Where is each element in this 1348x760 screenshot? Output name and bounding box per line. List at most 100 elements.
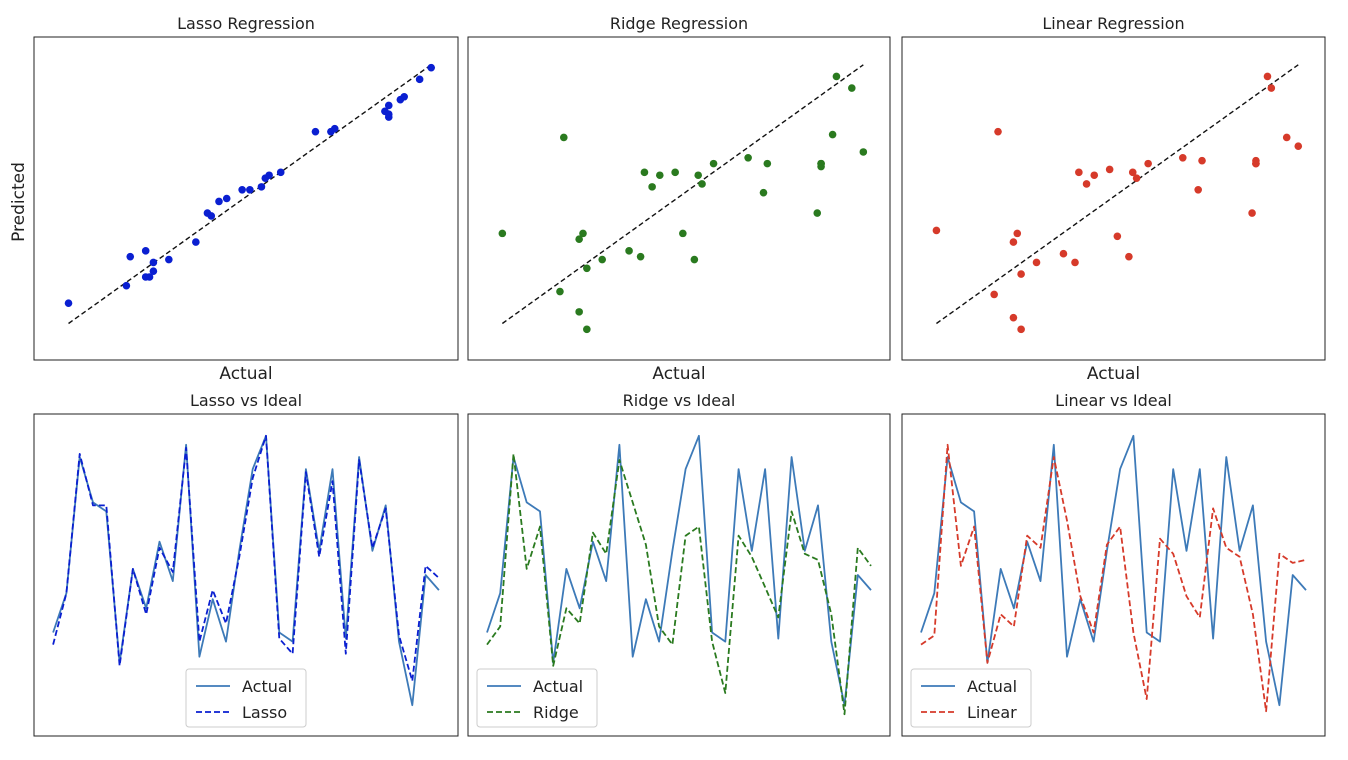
data-point xyxy=(192,238,200,246)
legend-label: Linear xyxy=(967,703,1017,722)
axes-frame xyxy=(901,36,1326,361)
legend: Actual Linear xyxy=(910,668,1032,728)
data-point xyxy=(1090,171,1099,180)
ideal-line xyxy=(68,64,432,325)
data-point xyxy=(859,148,868,156)
x-axis-label: Actual xyxy=(1087,364,1140,384)
data-point xyxy=(690,255,699,264)
data-point xyxy=(1032,258,1041,267)
data-point xyxy=(222,194,231,203)
data-point xyxy=(498,229,507,238)
data-point xyxy=(330,124,339,133)
subplot-title: Ridge vs Ideal xyxy=(623,391,736,410)
subplot-title: Linear vs Ideal xyxy=(1055,391,1172,410)
data-point xyxy=(276,168,285,177)
data-point xyxy=(1132,174,1141,182)
data-point xyxy=(679,229,687,238)
data-point xyxy=(384,110,393,118)
data-point xyxy=(598,255,606,264)
data-point xyxy=(994,127,1002,136)
data-point xyxy=(141,247,150,255)
data-point xyxy=(640,168,649,177)
data-point xyxy=(848,84,856,92)
data-point xyxy=(817,159,825,168)
x-axis-label: Actual xyxy=(652,364,705,384)
legend-label: Actual xyxy=(967,677,1017,696)
data-point xyxy=(1144,159,1152,168)
data-point xyxy=(636,252,645,261)
data-point xyxy=(122,281,131,290)
series-line-linear xyxy=(920,443,1307,713)
data-point xyxy=(698,180,706,188)
data-point xyxy=(559,133,568,142)
data-point xyxy=(1009,313,1018,322)
data-point xyxy=(1017,270,1025,278)
data-point xyxy=(709,159,718,168)
data-point xyxy=(1263,72,1272,81)
axes-frame xyxy=(467,36,891,361)
legend-label: Lasso xyxy=(242,703,287,722)
subplot-title: Linear Regression xyxy=(1042,14,1184,33)
data-point xyxy=(311,127,320,136)
subplot-title: Lasso Regression xyxy=(177,14,315,33)
data-point xyxy=(1105,165,1114,174)
data-point xyxy=(1294,142,1303,150)
data-point xyxy=(828,130,837,139)
data-point xyxy=(246,185,254,194)
data-point xyxy=(583,325,591,334)
data-point xyxy=(813,209,822,217)
data-point xyxy=(1013,229,1022,238)
data-point xyxy=(579,229,587,238)
data-point xyxy=(257,183,266,191)
data-point xyxy=(1252,156,1260,165)
ideal-line xyxy=(501,64,864,325)
subplot-title: Lasso vs Ideal xyxy=(190,391,302,410)
data-point xyxy=(575,235,583,243)
series-line-lasso xyxy=(52,434,440,682)
data-point xyxy=(149,258,158,267)
data-point xyxy=(759,188,768,197)
data-point xyxy=(415,75,424,84)
subplot-1: Lasso Regression Actual xyxy=(33,14,459,384)
ideal-line xyxy=(936,64,1299,325)
x-axis-label: Actual xyxy=(219,364,272,384)
data-point xyxy=(215,197,223,206)
data-point xyxy=(126,252,135,261)
data-point xyxy=(64,299,73,307)
data-point xyxy=(932,226,941,235)
data-point xyxy=(1071,258,1079,267)
subplot-5: Ridge vs Ideal Actual Ridge xyxy=(467,391,891,737)
data-point xyxy=(149,267,158,275)
data-point xyxy=(1017,325,1025,334)
legend-label: Actual xyxy=(242,677,292,696)
data-point xyxy=(1248,209,1256,217)
data-point xyxy=(1194,185,1202,194)
axes-frame xyxy=(467,413,891,737)
subplot-2: Ridge Regression Actual xyxy=(467,14,891,384)
data-point xyxy=(1282,133,1291,142)
legend-label: Actual xyxy=(533,677,583,696)
subplot-3: Linear Regression Actual xyxy=(901,14,1326,384)
legend: Actual Ridge xyxy=(476,668,598,728)
data-point xyxy=(694,171,703,180)
legend-label: Ridge xyxy=(533,703,579,722)
data-point xyxy=(671,168,679,177)
data-point xyxy=(400,92,408,101)
axes-frame xyxy=(901,413,1326,737)
data-point xyxy=(207,212,216,220)
axes-frame xyxy=(33,36,459,361)
data-point xyxy=(655,171,664,180)
data-point xyxy=(145,273,154,281)
data-point xyxy=(1009,238,1018,246)
data-point xyxy=(1125,252,1133,261)
subplot-title: Ridge Regression xyxy=(610,14,748,33)
data-point xyxy=(384,101,393,110)
data-point xyxy=(583,264,591,273)
data-point xyxy=(625,247,633,255)
data-point xyxy=(1082,180,1091,188)
data-point xyxy=(1113,232,1122,241)
data-point xyxy=(1178,154,1187,162)
series-line-ridge xyxy=(486,452,872,716)
data-point xyxy=(265,171,273,180)
axes-frame xyxy=(33,413,459,737)
